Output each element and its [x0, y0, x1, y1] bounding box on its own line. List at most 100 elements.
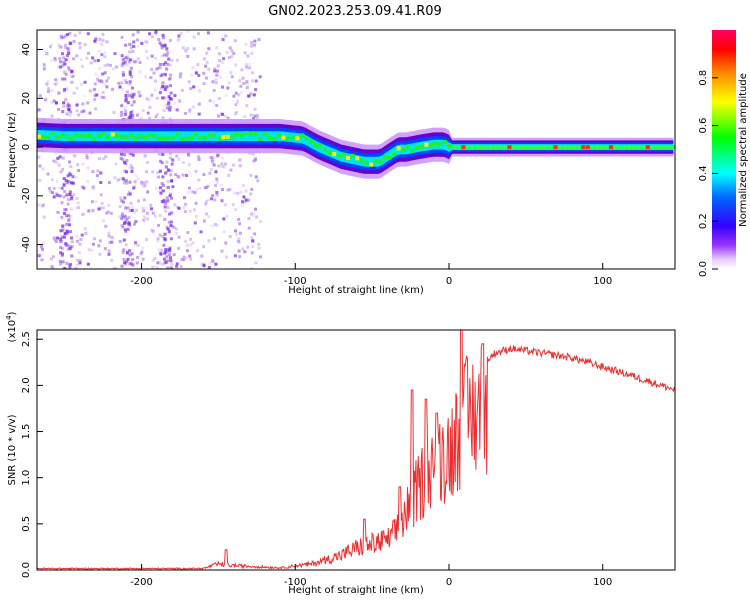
heatmap-speckle [151, 35, 154, 39]
heatmap-speckle [238, 158, 242, 162]
heatmap-speckle [87, 51, 90, 55]
heatmap-speckle [91, 209, 95, 213]
snr-y-multiplier: (x104) [5, 311, 18, 342]
heatmap-speckle [120, 217, 124, 221]
heatmap-speckle [76, 163, 80, 167]
heatmap-speckle [98, 67, 102, 70]
heatmap-speckle [131, 167, 135, 170]
heatmap-ridge-core [110, 132, 115, 137]
heatmap-speckle [159, 191, 163, 195]
heatmap-speckle [59, 237, 63, 241]
heatmap-ridge-core [452, 145, 457, 150]
heatmap-ridge-core [286, 136, 291, 141]
heatmap-speckle [136, 177, 140, 181]
heatmap-ridge-core [424, 142, 429, 147]
heatmap-ridge-core [78, 134, 83, 139]
heatmap-speckle [168, 39, 172, 42]
heatmap-speckle [233, 39, 237, 43]
heatmap-speckle [59, 262, 62, 266]
heatmap-speckle [87, 209, 91, 213]
heatmap-speckle [131, 33, 135, 37]
heatmap-speckle [254, 175, 258, 179]
heatmap-speckle [123, 196, 127, 200]
heatmap-speckle [42, 215, 46, 219]
heatmap-ridge-core [673, 145, 675, 150]
heatmap-speckle [127, 57, 131, 61]
heatmap-speckle [124, 79, 128, 83]
heatmap-speckle [163, 251, 167, 255]
heatmap-speckle [218, 75, 222, 79]
heatmap-speckle [94, 36, 98, 40]
heatmap-speckle [58, 194, 62, 198]
colorbar: 0.0 0.2 0.4 0.6 0.8 Normalized spectral ampl… [698, 30, 749, 277]
heatmap-ridge-core [341, 152, 346, 157]
heatmap-speckle [93, 82, 97, 86]
heatmap-speckle [150, 93, 154, 97]
heatmap-speckle [224, 241, 228, 245]
heatmap-speckle [254, 158, 257, 162]
heatmap-ridge-core [235, 132, 240, 137]
heatmap-speckle [166, 266, 170, 269]
heatmap-speckle [55, 180, 59, 184]
heatmap-speckle [164, 261, 168, 264]
heatmap-ridge-core [83, 134, 88, 139]
heatmap-speckle [120, 110, 124, 114]
heatmap-speckle [171, 158, 175, 162]
heatmap-speckle [83, 43, 87, 47]
heatmap-speckle [221, 85, 224, 89]
heatmap-speckle [214, 184, 217, 187]
heatmap-speckle [118, 240, 122, 243]
heatmap-speckle [66, 243, 70, 247]
heatmap-speckle [120, 214, 124, 218]
heatmap-speckle [64, 46, 68, 50]
colorbar-tick-label: 0.2 [698, 213, 709, 229]
heatmap-speckle [53, 58, 57, 62]
heatmap-speckle [231, 203, 235, 207]
heatmap-ridge-core [512, 145, 516, 150]
heatmap-speckle [159, 159, 162, 163]
heatmap-speckle [50, 100, 54, 104]
heatmap-speckle [250, 267, 253, 269]
heatmap-speckle [128, 249, 132, 253]
heatmap-speckle [94, 38, 98, 41]
heatmap-speckle [73, 154, 77, 158]
heatmap-speckle [165, 106, 169, 110]
heatmap-speckle [129, 111, 133, 115]
heatmap-speckle [126, 227, 130, 231]
heatmap-speckle [157, 38, 161, 41]
heatmap-speckle [65, 214, 68, 218]
snr-marks [37, 330, 675, 570]
heatmap-speckle [37, 254, 41, 258]
heatmap-speckle [70, 181, 74, 185]
heatmap-speckle [48, 189, 52, 193]
heatmap-speckle [70, 80, 74, 84]
heatmap-ridge-core [392, 152, 397, 157]
heatmap-speckle [82, 109, 86, 113]
heatmap-ridge-core [595, 145, 600, 150]
heatmap-speckle [65, 87, 69, 91]
heatmap-speckle [253, 232, 257, 236]
heatmap-speckle [124, 109, 128, 113]
heatmap-speckle [41, 203, 45, 207]
heatmap-speckle [71, 175, 75, 179]
heatmap-speckle [53, 56, 57, 60]
heatmap-speckle [86, 179, 89, 183]
heatmap-speckle [133, 184, 137, 188]
heatmap-speckle [79, 238, 83, 241]
heatmap-speckle [93, 94, 97, 97]
heatmap-speckle [213, 198, 217, 202]
heatmap-speckle [128, 209, 132, 213]
heatmap-speckle [221, 112, 225, 116]
heatmap-ridge-core [184, 136, 189, 141]
heatmap-speckle [124, 94, 128, 97]
heatmap-speckle [158, 91, 162, 95]
heatmap-ridge-core [433, 141, 438, 145]
heatmap-speckle [189, 257, 193, 261]
heatmap-speckle [103, 64, 107, 68]
heatmap-speckle [188, 186, 191, 190]
heatmap-speckle [229, 71, 233, 75]
heatmap-speckle [72, 57, 75, 61]
heatmap-speckle [94, 107, 98, 111]
heatmap-speckle [157, 223, 160, 227]
heatmap-speckle [124, 206, 128, 210]
